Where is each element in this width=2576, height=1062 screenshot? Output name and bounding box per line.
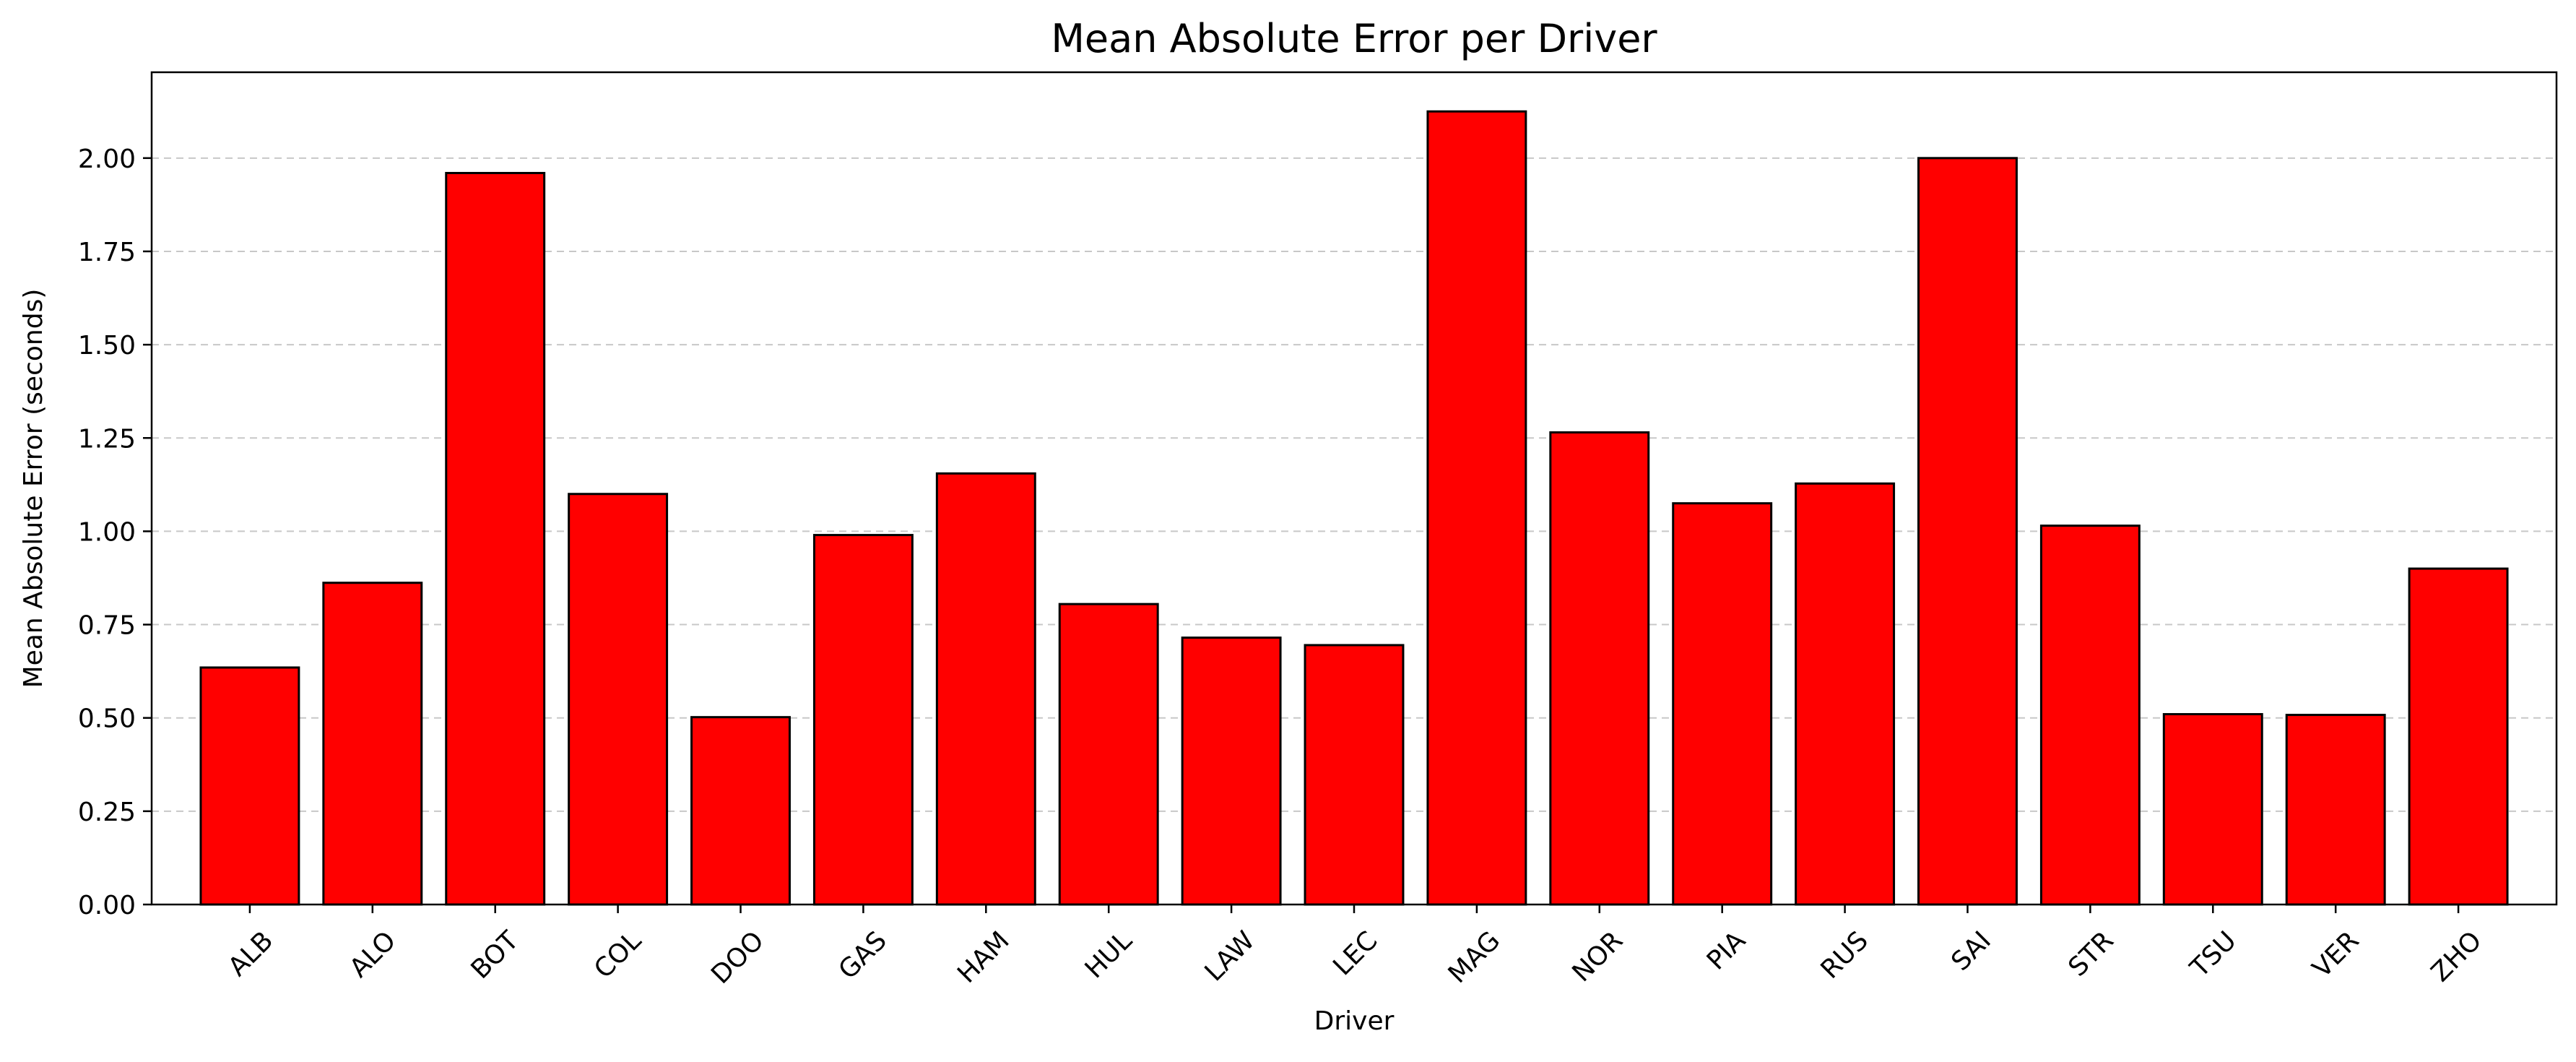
x-tick-label: LAW — [1200, 925, 1261, 987]
bar-col — [568, 493, 669, 906]
y-tick-label: 0.00 — [78, 891, 136, 920]
x-tick-label: RUS — [1816, 925, 1874, 984]
x-tick-label: ALO — [344, 925, 402, 983]
x-tick-label: ALB — [222, 925, 279, 982]
bar-gas — [812, 534, 914, 906]
y-tick-label: 0.50 — [78, 704, 136, 734]
bar-law — [1181, 636, 1282, 906]
y-tick-label: 1.50 — [78, 331, 136, 361]
bar-hul — [1058, 603, 1159, 906]
bar-mag — [1426, 110, 1527, 906]
bar-lec — [1304, 644, 1405, 906]
bar-doo — [690, 716, 791, 906]
x-tick-label: NOR — [1566, 925, 1629, 988]
x-tick-label: LEC — [1327, 925, 1383, 981]
x-tick-label: GAS — [833, 925, 893, 985]
y-axis-label: Mean Absolute Error (seconds) — [19, 289, 48, 688]
bar-nor — [1549, 431, 1650, 906]
x-tick-label: DOO — [706, 925, 770, 990]
y-tick-label: 1.75 — [78, 238, 136, 267]
y-tick-label: 2.00 — [78, 144, 136, 174]
bar-alo — [322, 582, 423, 906]
bar-tsu — [2162, 713, 2263, 906]
x-axis-label: Driver — [1314, 1006, 1395, 1036]
y-tick-label: 1.25 — [78, 424, 136, 454]
y-tick-label: 0.25 — [78, 798, 136, 827]
x-tick-label: HUL — [1080, 925, 1138, 984]
bar-alb — [199, 666, 300, 906]
bar-str — [2039, 524, 2141, 906]
x-tick-label: SAI — [1946, 925, 1997, 977]
x-tick-label: VER — [2307, 925, 2364, 983]
x-tick-label: PIA — [1701, 925, 1752, 976]
y-tick-label: 1.00 — [78, 517, 136, 547]
x-tick-label: TSU — [2185, 925, 2242, 983]
bar-zho — [2408, 567, 2509, 906]
bar-ham — [935, 472, 1036, 906]
bar-rus — [1795, 482, 1896, 906]
x-tick-label: STR — [2063, 925, 2119, 982]
x-tick-label: COL — [589, 925, 647, 984]
x-tick-label: MAG — [1443, 925, 1506, 989]
bar-sai — [1917, 157, 2018, 906]
bar-ver — [2285, 714, 2386, 906]
bar-pia — [1672, 502, 1773, 906]
x-tick-label: BOT — [466, 925, 525, 985]
y-tick-label: 0.75 — [78, 611, 136, 641]
x-tick-label: ZHO — [2426, 925, 2488, 988]
x-tick-label: HAM — [952, 925, 1015, 989]
chart-title: Mean Absolute Error per Driver — [1051, 16, 1657, 61]
bar-bot — [445, 171, 546, 906]
